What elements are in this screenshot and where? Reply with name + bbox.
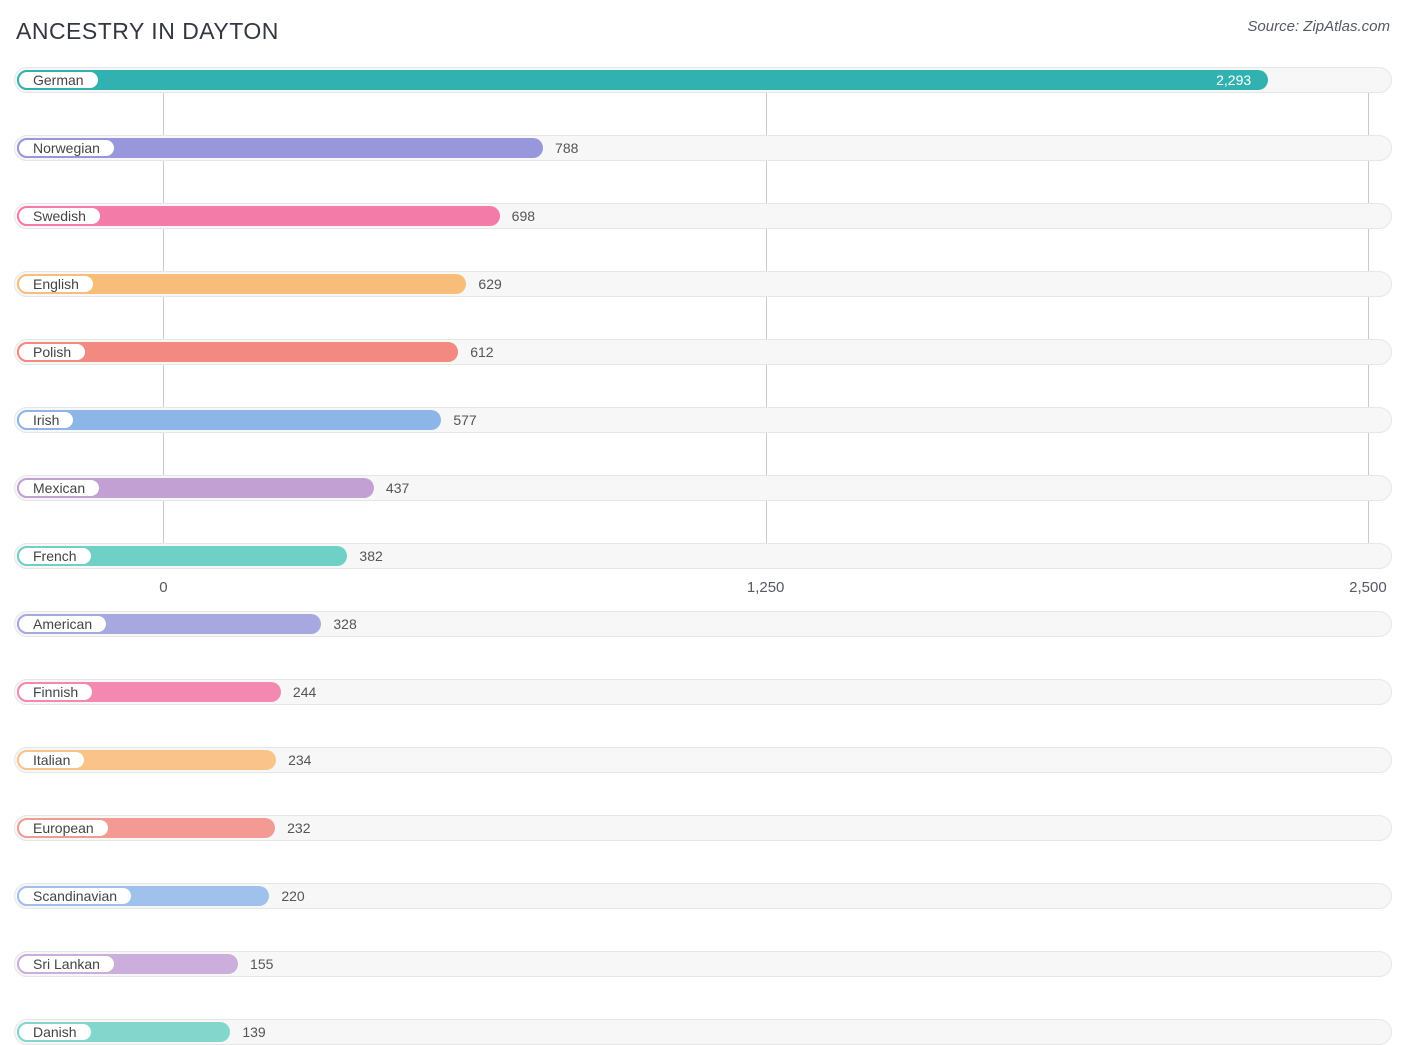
bar-value: 382 — [347, 543, 382, 569]
bar-row: German2,293 — [14, 67, 1392, 93]
axis-tick-label: 1,250 — [747, 579, 785, 596]
bar-row: Swedish 698 — [14, 203, 1392, 229]
axis-tick-label: 2,500 — [1349, 579, 1387, 596]
chart-source: Source: ZipAtlas.com — [1247, 18, 1390, 35]
bar-value: 155 — [238, 951, 273, 977]
category-pill: European — [17, 818, 110, 838]
category-pill: American — [17, 614, 108, 634]
bar-value: 437 — [374, 475, 409, 501]
plot-area: German2,293 Norwegian 788 Swedish 698 English… — [14, 67, 1392, 569]
category-pill: Italian — [17, 750, 86, 770]
source-prefix: Source: — [1247, 18, 1303, 35]
bar-value: 234 — [276, 747, 311, 773]
bar-value: 577 — [441, 407, 476, 433]
bar-value: 244 — [281, 679, 316, 705]
chart-title: ANCESTRY IN DAYTON — [16, 18, 279, 45]
category-pill: Scandinavian — [17, 886, 133, 906]
bar-row: Polish 612 — [14, 339, 1392, 365]
category-pill: Polish — [17, 342, 87, 362]
bar-value: 788 — [543, 135, 578, 161]
bar-row: Finnish 244 — [14, 679, 1392, 705]
category-pill: French — [17, 546, 93, 566]
bar-row: Scandinavian 220 — [14, 883, 1392, 909]
bar-row: Danish 139 — [14, 1019, 1392, 1045]
bar-value: 232 — [275, 815, 310, 841]
category-pill: Norwegian — [17, 138, 116, 158]
x-axis: 0 1,250 2,500 — [14, 573, 1392, 601]
ancestry-chart: ANCESTRY IN DAYTON Source: ZipAtlas.com … — [0, 0, 1406, 651]
bar-row: Sri Lankan 155 — [14, 951, 1392, 977]
bar-value: 220 — [269, 883, 304, 909]
bar-fill — [17, 410, 441, 430]
bar-value: 612 — [458, 339, 493, 365]
bar-row: Norwegian 788 — [14, 135, 1392, 161]
bar-value: 698 — [500, 203, 535, 229]
category-pill: Sri Lankan — [17, 954, 116, 974]
category-pill: Irish — [17, 410, 75, 430]
bar-value: 139 — [230, 1019, 265, 1045]
category-pill: Danish — [17, 1022, 93, 1042]
bar-row: American 328 — [14, 611, 1392, 637]
category-pill: Mexican — [17, 478, 101, 498]
bar-value: 328 — [321, 611, 356, 637]
chart-header: ANCESTRY IN DAYTON Source: ZipAtlas.com — [14, 18, 1392, 45]
source-name: ZipAtlas.com — [1303, 18, 1390, 35]
bar-row: Italian 234 — [14, 747, 1392, 773]
category-pill: English — [17, 274, 95, 294]
axis-tick-label: 0 — [159, 579, 167, 596]
bar-row: English 629 — [14, 271, 1392, 297]
category-pill: Swedish — [17, 206, 102, 226]
bar-value: 629 — [466, 271, 501, 297]
bar-row: Mexican 437 — [14, 475, 1392, 501]
category-pill: Finnish — [17, 682, 94, 702]
bar-row: Irish 577 — [14, 407, 1392, 433]
bar-value: 2,293 — [17, 67, 1265, 93]
bar-row: European 232 — [14, 815, 1392, 841]
bar-row: French 382 — [14, 543, 1392, 569]
